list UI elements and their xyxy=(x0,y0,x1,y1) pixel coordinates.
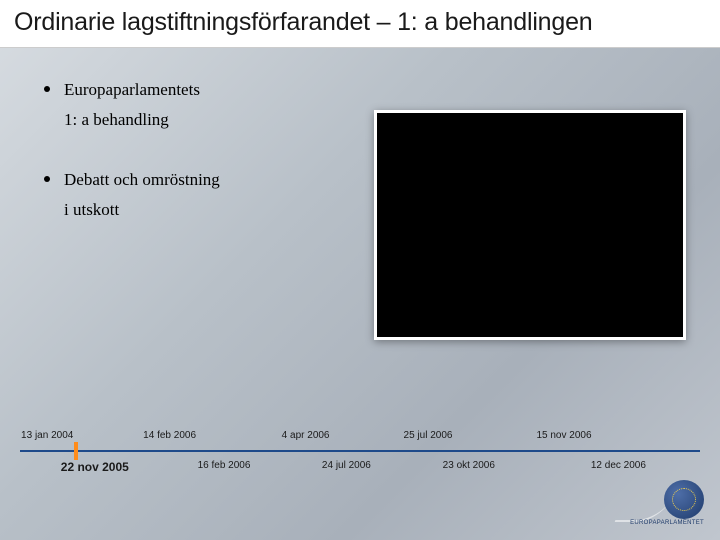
bullet-2-main: Debatt och omröstning xyxy=(44,170,344,190)
bullet-dot-icon xyxy=(44,86,50,92)
ep-logo: EUROPAPARLAMENTET xyxy=(626,480,704,526)
title-bar: Ordinarie lagstiftningsförfarandet – 1: … xyxy=(0,0,720,48)
timeline-label: 24 jul 2006 xyxy=(322,460,371,471)
slide-title: Ordinarie lagstiftningsförfarandet – 1: … xyxy=(14,8,706,37)
embedded-media xyxy=(374,110,686,340)
bullet-1-main-text: Europaparlamentets xyxy=(64,80,200,99)
ep-logo-text: EUROPAPARLAMENTET xyxy=(630,520,704,526)
body-area: Europaparlamentets 1: a behandling Debat… xyxy=(0,48,720,408)
timeline: 13 jan 2004 14 feb 2006 4 apr 2006 25 jul 2… xyxy=(20,428,700,488)
timeline-label: 13 jan 2004 xyxy=(21,430,73,441)
timeline-label: 25 jul 2006 xyxy=(404,430,453,441)
timeline-label: 23 okt 2006 xyxy=(443,460,495,471)
timeline-label: 12 dec 2006 xyxy=(591,460,646,471)
timeline-label: 16 feb 2006 xyxy=(198,460,251,471)
bullet-1: Europaparlamentets 1: a behandling xyxy=(44,80,344,130)
slide: Ordinarie lagstiftningsförfarandet – 1: … xyxy=(0,0,720,540)
bullet-2-main-text: Debatt och omröstning xyxy=(64,170,220,189)
bullet-1-sub: 1: a behandling xyxy=(64,110,344,130)
timeline-label: 22 nov 2005 xyxy=(61,460,129,474)
bullet-1-main: Europaparlamentets xyxy=(44,80,344,100)
bullet-2-sub: i utskott xyxy=(64,200,344,220)
ep-logo-icon xyxy=(664,480,704,519)
bullet-2: Debatt och omröstning i utskott xyxy=(44,170,344,220)
timeline-label: 4 apr 2006 xyxy=(282,430,330,441)
timeline-label: 15 nov 2006 xyxy=(536,430,591,441)
timeline-line xyxy=(20,450,700,452)
timeline-cursor xyxy=(74,442,78,460)
timeline-label: 14 feb 2006 xyxy=(143,430,196,441)
bullet-dot-icon xyxy=(44,176,50,182)
